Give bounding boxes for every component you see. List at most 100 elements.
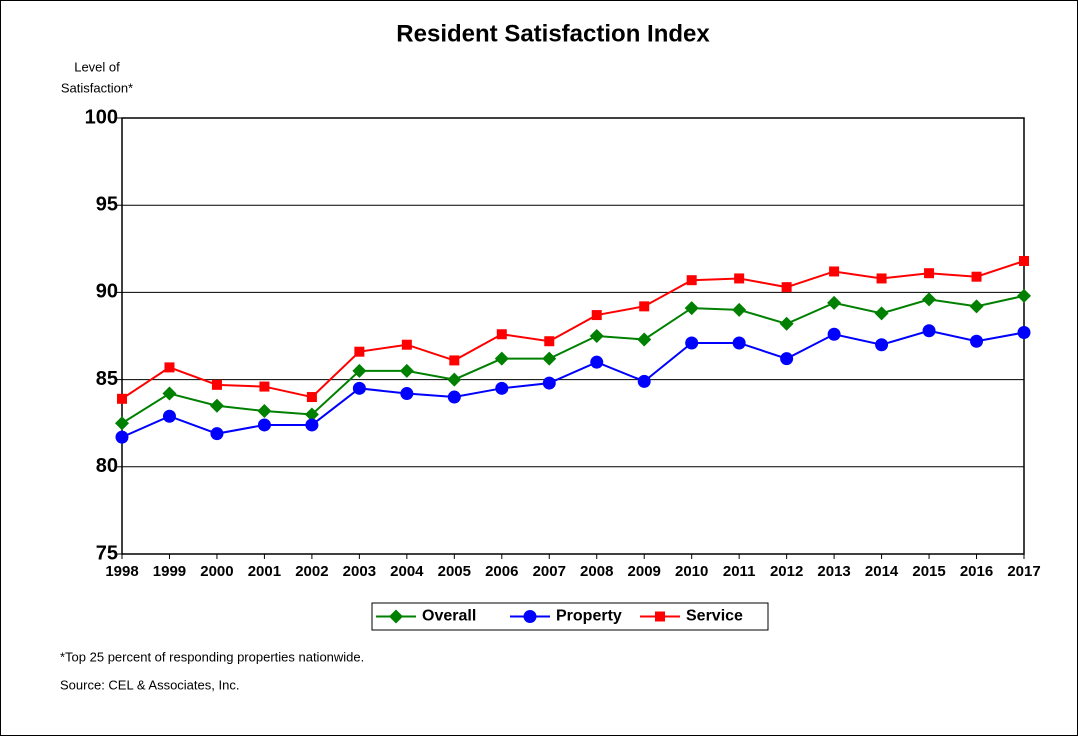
- marker: [924, 268, 935, 279]
- marker: [304, 407, 319, 422]
- marker: [210, 427, 224, 441]
- marker: [1017, 326, 1031, 340]
- plot-area: [122, 118, 1024, 554]
- x-tick-label: 2003: [343, 563, 376, 580]
- marker: [827, 295, 842, 310]
- x-tick-label: 2016: [960, 563, 993, 580]
- marker: [496, 329, 507, 340]
- marker: [544, 336, 555, 347]
- marker: [162, 409, 176, 423]
- x-tick-label: 1999: [153, 563, 186, 580]
- marker: [655, 611, 665, 622]
- legend-label: Overall: [422, 608, 476, 625]
- marker: [209, 398, 224, 413]
- marker: [876, 273, 887, 284]
- x-tick-label: 2002: [295, 563, 328, 580]
- marker: [591, 310, 602, 321]
- marker: [922, 324, 936, 338]
- marker: [257, 403, 272, 418]
- y-tick-label: 75: [96, 542, 118, 564]
- marker: [211, 379, 222, 390]
- marker: [685, 336, 699, 350]
- marker: [684, 301, 699, 316]
- x-tick-label: 2014: [865, 563, 899, 580]
- marker: [1019, 256, 1029, 267]
- x-tick-label: 1998: [105, 563, 138, 580]
- legend-box: [371, 602, 769, 631]
- footnote: *Top 25 percent of responding properties…: [60, 649, 364, 664]
- x-tick-label: 2010: [675, 563, 708, 580]
- marker: [969, 299, 984, 314]
- marker: [639, 301, 650, 312]
- marker: [829, 266, 840, 277]
- x-tick-label: 2006: [485, 563, 518, 580]
- marker: [732, 336, 746, 350]
- x-tick-label: 2007: [533, 563, 566, 580]
- y-tick-label: 95: [96, 193, 118, 215]
- marker: [399, 363, 414, 378]
- marker: [732, 302, 747, 317]
- marker: [734, 273, 745, 284]
- marker: [115, 430, 129, 444]
- marker: [970, 334, 984, 348]
- x-tick-label: 2011: [723, 563, 756, 580]
- marker: [495, 381, 509, 395]
- marker: [259, 381, 270, 392]
- marker: [400, 387, 414, 401]
- marker: [352, 381, 366, 395]
- legend-label: Service: [686, 608, 743, 625]
- marker: [542, 376, 556, 390]
- marker: [875, 338, 889, 352]
- marker: [781, 282, 792, 293]
- chart-title: Resident Satisfaction Index: [396, 20, 710, 47]
- marker: [115, 416, 129, 431]
- marker: [779, 316, 794, 331]
- series-line: [121, 329, 1025, 439]
- marker: [780, 352, 794, 366]
- marker: [449, 355, 460, 366]
- x-tick-label: 2013: [817, 563, 850, 580]
- x-tick-label: 2005: [438, 563, 471, 580]
- x-tick-label: 2000: [200, 563, 233, 580]
- marker: [874, 306, 889, 321]
- footnote: Source: CEL & Associates, Inc.: [60, 677, 239, 692]
- x-tick-label: 2008: [580, 563, 613, 580]
- marker: [589, 329, 604, 343]
- marker: [637, 332, 652, 347]
- x-tick-label: 2015: [912, 563, 945, 580]
- y-tick-label: 90: [96, 281, 118, 303]
- marker: [1017, 288, 1031, 303]
- marker: [257, 418, 271, 432]
- marker: [401, 339, 412, 350]
- marker: [164, 362, 175, 373]
- y-axis-label: Satisfaction*: [61, 80, 133, 95]
- marker: [352, 363, 367, 378]
- marker: [447, 372, 462, 387]
- x-tick-label: 2004: [390, 563, 424, 580]
- marker: [971, 271, 982, 282]
- legend-label: Property: [556, 608, 622, 625]
- marker: [542, 351, 557, 366]
- marker: [306, 392, 317, 403]
- marker: [523, 610, 537, 623]
- marker: [922, 292, 937, 307]
- y-tick-label: 85: [96, 368, 118, 390]
- y-tick-label: 80: [96, 455, 118, 477]
- marker: [117, 393, 127, 404]
- marker: [827, 327, 841, 341]
- x-tick-label: 2017: [1007, 563, 1040, 580]
- marker: [162, 386, 177, 401]
- marker: [447, 390, 461, 404]
- x-tick-label: 2009: [628, 563, 661, 580]
- series-line: [121, 260, 1025, 400]
- y-axis-label: Level of: [74, 59, 120, 74]
- marker: [637, 374, 651, 388]
- x-tick-label: 2012: [770, 563, 803, 580]
- x-tick-label: 2001: [248, 563, 281, 580]
- marker: [590, 355, 604, 369]
- marker: [305, 418, 319, 432]
- y-tick-label: 100: [85, 106, 118, 128]
- marker: [389, 609, 403, 624]
- marker: [354, 346, 365, 357]
